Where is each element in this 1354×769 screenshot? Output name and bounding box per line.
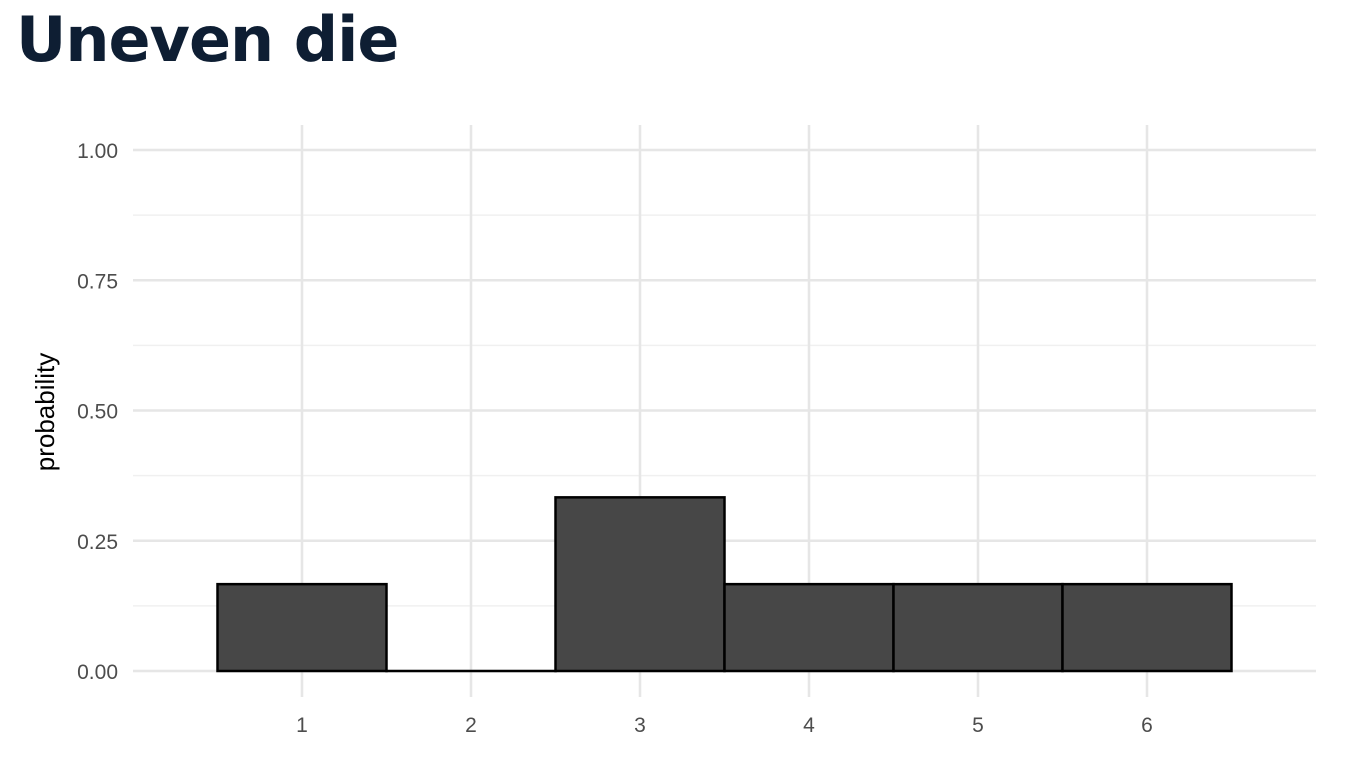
x-axis-tick-labels: 1 2 3 4 5 6: [296, 714, 1153, 737]
x-tick-label: 3: [634, 714, 646, 737]
bar-5: [894, 584, 1063, 671]
bars: [218, 497, 1232, 671]
x-tick-label: 5: [972, 714, 984, 737]
y-tick-label: 0.50: [77, 401, 118, 424]
y-tick-label: 0.00: [77, 661, 118, 684]
x-tick-label: 2: [465, 714, 477, 737]
y-axis-label: probability: [30, 353, 60, 472]
bar-6: [1063, 584, 1232, 671]
x-tick-label: 1: [296, 714, 308, 737]
x-tick-label: 6: [1141, 714, 1153, 737]
y-tick-label: 0.75: [77, 270, 118, 293]
bar-1: [218, 584, 387, 671]
x-tick-label: 4: [803, 714, 815, 737]
y-tick-label: 0.25: [77, 531, 118, 554]
bar-3: [556, 497, 725, 671]
y-axis-tick-labels: 0.00 0.25 0.50 0.75 1.00: [77, 140, 118, 684]
y-tick-label: 1.00: [77, 140, 118, 163]
bar-4: [725, 584, 894, 671]
